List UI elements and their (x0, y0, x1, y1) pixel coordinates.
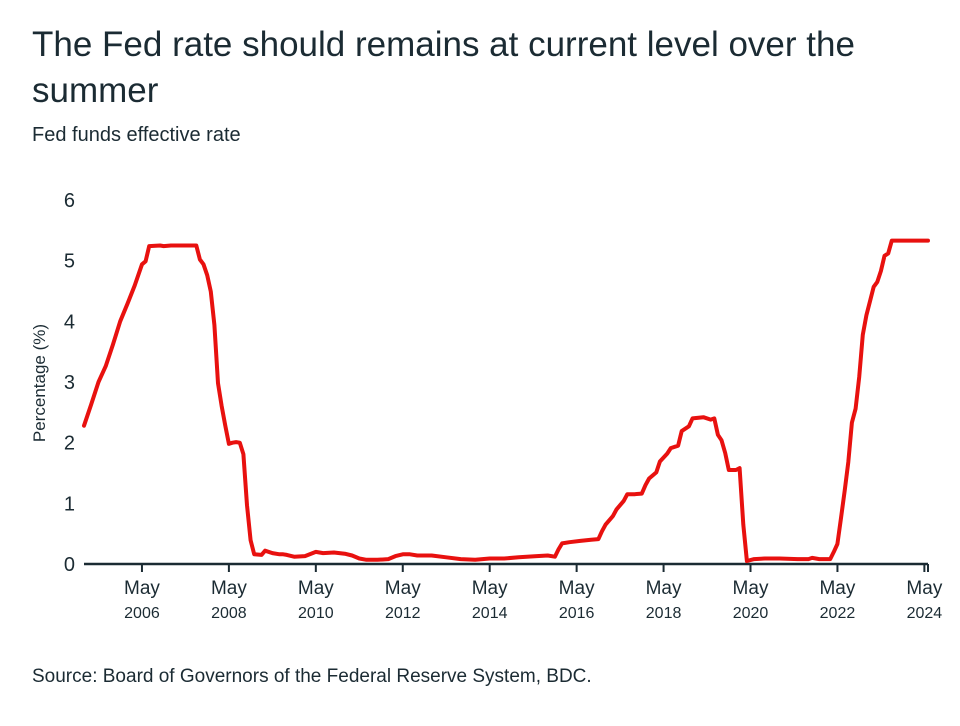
y-tick-label: 2 (64, 433, 75, 455)
y-tick-label: 1 (64, 493, 75, 515)
x-tick-label-year: 2006 (124, 605, 160, 622)
x-tick-label-month: May (124, 578, 160, 599)
x-tick-label-year: 2008 (211, 605, 247, 622)
x-tick-label-month: May (559, 578, 595, 599)
x-tick-label-year: 2024 (907, 605, 943, 622)
x-tick-label-month: May (472, 578, 508, 599)
x-tick-label-year: 2022 (820, 605, 856, 622)
x-tick-label-year: 2020 (733, 605, 769, 622)
fed-funds-rate-line (82, 238, 930, 563)
x-tick-label-month: May (298, 578, 334, 599)
y-tick-label: 0 (64, 554, 75, 576)
x-tick-label-month: May (906, 578, 942, 599)
series-group (82, 238, 930, 563)
x-tick-label-year: 2016 (559, 605, 595, 622)
x-tick-label-month: May (819, 578, 855, 599)
x-tick-label-year: 2010 (298, 605, 334, 622)
y-axis-label: Percentage (%) (30, 324, 49, 442)
y-tick-label: 6 (64, 190, 75, 212)
chart-subtitle: Fed funds effective rate (32, 124, 241, 146)
source-note: Source: Board of Governors of the Federa… (32, 666, 592, 687)
x-tick-label-month: May (733, 578, 769, 599)
y-tick-label: 4 (64, 311, 75, 333)
x-tick-label-month: May (646, 578, 682, 599)
y-tick-label: 3 (64, 372, 75, 394)
x-tick-label-year: 2018 (646, 605, 682, 622)
x-tick-label-month: May (211, 578, 247, 599)
y-axis-ticks: 0 1 2 3 4 5 6 (64, 190, 75, 576)
y-tick-label: 5 (64, 251, 75, 273)
x-tick-label-year: 2014 (472, 605, 508, 622)
x-axis: May 2006 May 2008 May 2010 May 2012 May 2014 May 20… (84, 562, 943, 622)
chart-title: The Fed rate should remains at current l… (32, 25, 855, 110)
x-tick-label-month: May (385, 578, 421, 599)
x-tick-label-year: 2012 (385, 605, 421, 622)
